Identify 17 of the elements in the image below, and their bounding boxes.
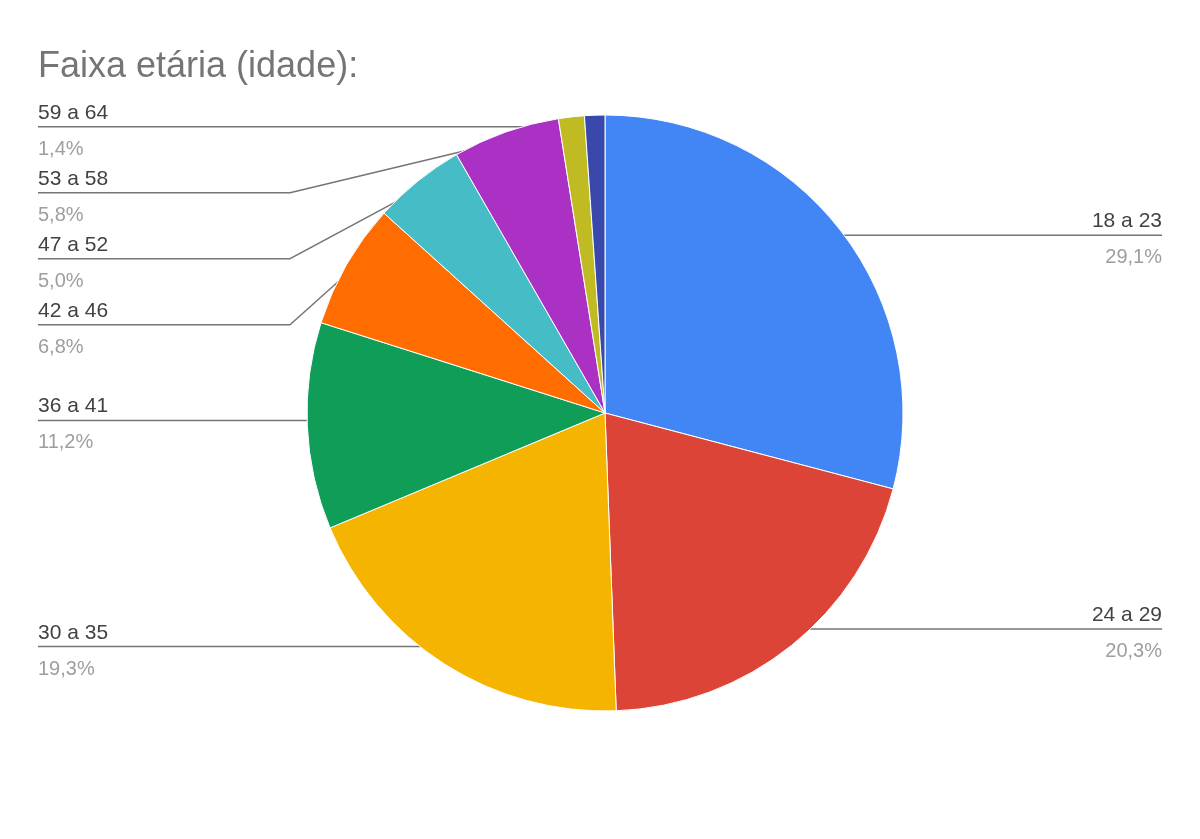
data-label: 5,0% [38, 268, 84, 291]
data-label: 1,4% [38, 136, 84, 159]
slice-label: 24 a 29 [1091, 601, 1162, 625]
slice-label: 53 a 58 [38, 165, 109, 189]
data-label: 19,3% [38, 656, 95, 679]
chart-title: Faixa etária (idade): [38, 44, 359, 86]
slice-label: 42 a 46 [38, 297, 109, 321]
slice-label: 30 a 35 [38, 619, 109, 643]
slice-label: 47 a 52 [38, 231, 109, 255]
data-label: 11,2% [38, 430, 94, 453]
data-label: 5,8% [38, 202, 84, 225]
slice-label: 36 a 41 [38, 393, 109, 417]
slice-label: 18 a 23 [1091, 208, 1162, 232]
data-label: 20,3% [1105, 638, 1163, 661]
slice-label: 59 a 64 [38, 99, 109, 123]
data-label: 6,8% [38, 334, 84, 357]
data-label: 29,1% [1105, 245, 1163, 268]
